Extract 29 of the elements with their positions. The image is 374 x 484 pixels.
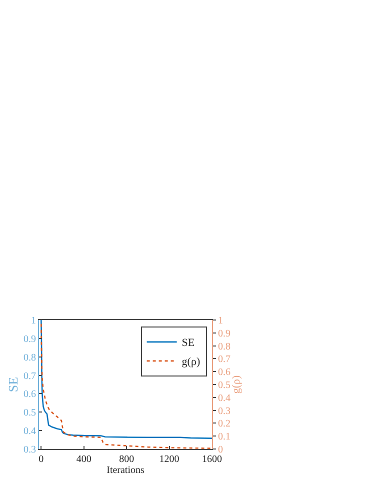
y2-tick-label: 0.1	[218, 432, 230, 443]
y2-tick-label: 0.7	[218, 354, 230, 366]
legend-label: g(ρ)	[182, 356, 200, 368]
y-tick-label: 0.3	[24, 444, 36, 456]
y2-tick-label: 0.6	[218, 367, 230, 378]
y-tick-label: 0.8	[24, 352, 36, 364]
y2-tick-label: 0.4	[218, 392, 230, 404]
y-axis-title: SE	[5, 376, 20, 392]
y2-tick-label: 0.9	[218, 328, 230, 340]
y2-tick-label: 0.8	[218, 341, 230, 352]
y2-axis-title: g(ρ)	[230, 375, 243, 394]
y-tick-label: 0.5	[24, 408, 36, 419]
legend-label: SE	[182, 337, 195, 350]
y2-tick-label: 0.2	[218, 418, 230, 430]
y2-tick-label: 0.5	[218, 380, 230, 391]
x-tick-label: 1200	[159, 454, 180, 465]
y2-tick-label: 0.3	[218, 406, 230, 417]
y-tick-label: 0.7	[24, 370, 36, 382]
y2-tick-label: 0	[218, 444, 223, 456]
y-tick-label: 0.9	[24, 334, 36, 345]
y2-tick-label: 1	[218, 316, 223, 326]
x-tick-label: 400	[76, 454, 92, 465]
x-axis-title: Iterations	[106, 465, 144, 476]
x-tick-label: 0	[38, 454, 44, 465]
y-tick-label: 0.6	[24, 389, 36, 400]
x-tick-label: 800	[119, 454, 134, 465]
x-tick-label: 1600	[202, 454, 222, 465]
y-tick-label: 0.4	[24, 426, 36, 438]
y-tick-label: 1	[31, 316, 36, 326]
